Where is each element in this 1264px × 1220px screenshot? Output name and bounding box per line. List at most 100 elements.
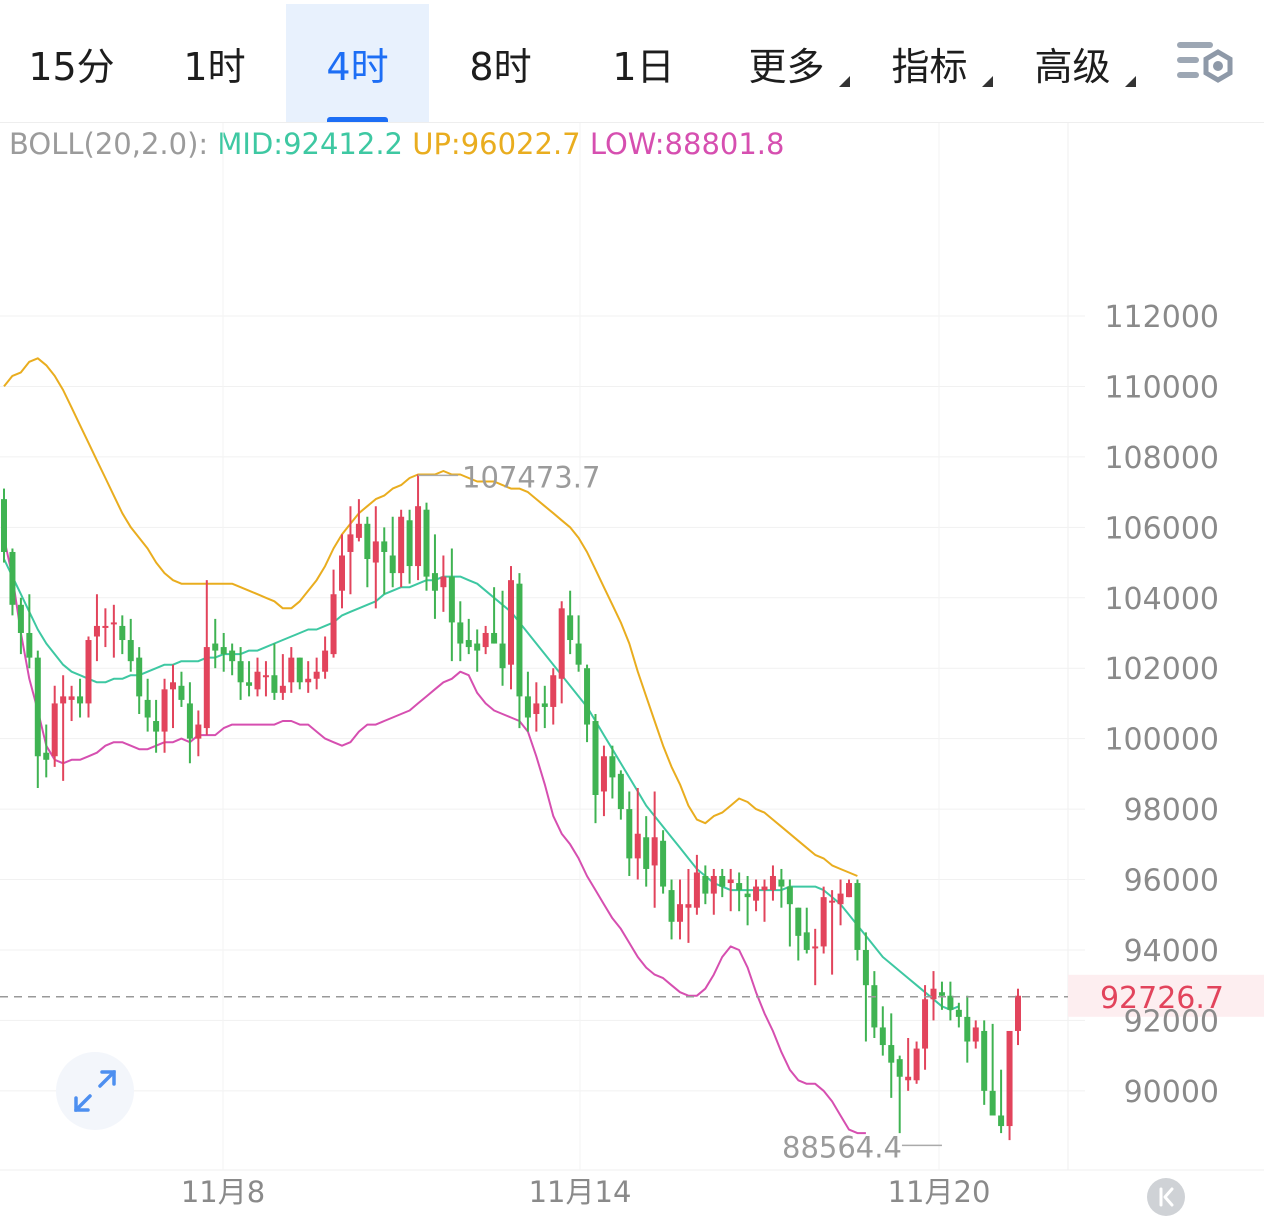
candle (677, 879, 683, 940)
candle (820, 886, 827, 954)
tab-15m[interactable]: 15分 (0, 4, 143, 122)
candle-body (888, 1045, 895, 1063)
candle (702, 865, 709, 905)
candle (896, 1055, 903, 1134)
fullscreen-button[interactable] (56, 1052, 134, 1130)
candle (854, 879, 861, 961)
candle (913, 1041, 920, 1084)
candle (550, 668, 557, 725)
candle (102, 608, 109, 648)
low-price-label: 88564.4 (782, 1130, 902, 1164)
candle (127, 618, 134, 672)
candle-body (592, 721, 599, 795)
candle (795, 907, 802, 961)
candle (347, 506, 354, 595)
tab-advanced[interactable]: 高级 (1001, 4, 1144, 122)
candle (457, 601, 464, 662)
tab-1d[interactable]: 1日 (572, 4, 715, 122)
price-tick-label: 110000 (1104, 370, 1219, 405)
chart-grid (0, 123, 1264, 1171)
candle (753, 879, 760, 912)
candle (364, 516, 371, 588)
candle (288, 647, 295, 693)
candle (634, 787, 641, 880)
candle-body (634, 833, 641, 859)
boll-low-line (3, 537, 866, 1135)
candle-body (43, 752, 50, 760)
candle-body (677, 904, 683, 922)
candle-body (998, 1115, 1005, 1127)
boll-mid-line (3, 558, 960, 1011)
candle-body (347, 534, 354, 552)
price-axis: 112000 110000 108000 106000 104000 102000 1000… (1104, 300, 1219, 1110)
candle-body (313, 671, 320, 679)
chart-settings-icon[interactable] (1174, 38, 1236, 88)
candle-body (26, 632, 33, 658)
candle-body (727, 879, 734, 884)
candle (829, 890, 836, 975)
candle-body (854, 883, 861, 950)
candle (685, 868, 692, 943)
candle (1, 488, 7, 563)
candle (220, 632, 227, 672)
candle-body (119, 625, 126, 641)
time-tick-label: 11月14 (529, 1175, 632, 1209)
candle (203, 580, 210, 736)
candle-body (398, 516, 405, 574)
candle (651, 791, 658, 908)
candle-body (871, 985, 878, 1028)
candle (617, 770, 624, 820)
candle (415, 474, 422, 581)
tab-1h[interactable]: 1时 (143, 4, 286, 122)
candle (330, 569, 337, 658)
candle (778, 868, 785, 908)
candle (693, 854, 700, 915)
candle-body (879, 1027, 886, 1046)
candle (262, 661, 269, 697)
candle-body (161, 689, 168, 732)
candle-body (955, 1009, 962, 1017)
legend-low: LOW:88801.8 (589, 127, 785, 161)
candle (710, 868, 717, 915)
expand-arrows-icon (74, 1070, 116, 1112)
candle (964, 995, 971, 1063)
candle (406, 509, 413, 584)
candle (955, 1002, 962, 1028)
price-tick-label: 90000 (1124, 1075, 1219, 1110)
scroll-to-latest-icon (1159, 1187, 1174, 1207)
active-tab-indicator (327, 117, 388, 122)
tab-4h[interactable]: 4时 (286, 4, 429, 122)
candle (85, 636, 92, 718)
tab-8h[interactable]: 8时 (429, 4, 572, 122)
candle (398, 509, 405, 588)
candle-body (406, 520, 413, 567)
candle (668, 879, 675, 940)
candle (862, 932, 869, 1042)
candle-body (913, 1048, 920, 1081)
high-price-label: 107473.7 (462, 460, 600, 494)
candle (736, 872, 743, 912)
candle (524, 671, 531, 732)
candle-body (339, 555, 345, 591)
tab-label: 高级 (1034, 44, 1111, 89)
candle (922, 985, 929, 1070)
candle (17, 597, 24, 655)
price-tick-label: 96000 (1124, 864, 1219, 899)
candle-body (246, 682, 253, 686)
scroll-to-latest-button[interactable] (1147, 1178, 1185, 1216)
candle-body (938, 992, 945, 996)
candle (431, 534, 438, 619)
candle (491, 587, 498, 644)
candle (68, 685, 75, 722)
legend-up: UP:96022.7 (412, 127, 581, 161)
candle (846, 879, 852, 898)
candle (322, 636, 329, 679)
tab-indicators[interactable]: 指标 (858, 4, 1001, 122)
candle (178, 671, 185, 707)
tab-more[interactable]: 更多 (715, 4, 858, 122)
candle-body (372, 541, 379, 563)
tab-label: 指标 (891, 44, 968, 89)
candle (474, 629, 481, 672)
candle (516, 573, 523, 729)
